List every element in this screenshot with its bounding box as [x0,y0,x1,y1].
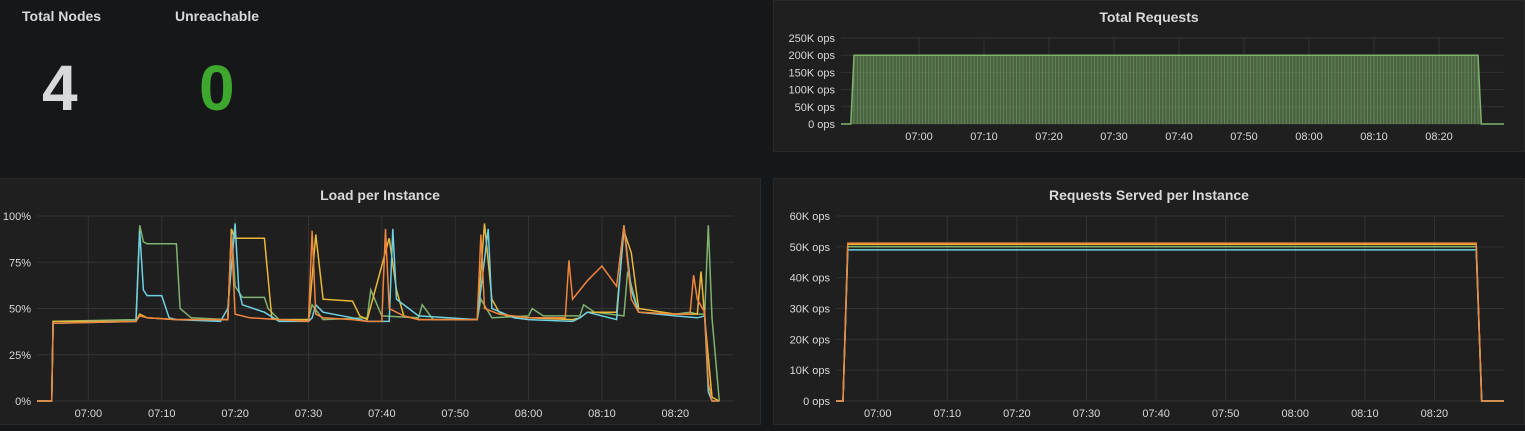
y-tick-label: 75% [9,257,31,269]
y-tick-label: 0% [15,396,31,408]
x-tick-label: 07:40 [368,408,396,420]
y-tick-label: 0 ops [808,119,835,131]
x-tick-label: 07:10 [970,131,998,143]
x-tick-label: 08:00 [1281,408,1309,420]
x-tick-label: 07:50 [441,408,469,420]
y-tick-label: 150K ops [789,67,836,79]
x-tick-label: 07:50 [1230,131,1258,143]
series-line-0 [841,54,1504,125]
x-tick-label: 07:20 [1003,408,1031,420]
x-tick-label: 07:20 [221,408,249,420]
chart-total-requests: 0 ops 50K ops 100K ops 150K ops 200K ops 250K… [789,33,1504,143]
x-tick-label: 08:20 [1421,408,1449,420]
y-tick-label: 25% [9,350,31,362]
series-line-2 [37,223,720,402]
y-tick-label: 200K ops [789,50,836,62]
series-line-3 [836,242,1504,402]
y-tick-label: 50K ops [795,102,836,114]
stat-value-total-nodes: 4 [42,52,78,124]
y-tick-label: 250K ops [789,33,836,45]
y-tick-label: 20K ops [790,334,831,346]
series-line-3 [37,225,720,402]
chart-load-per-instance: 0% 25% 50% 75% 100% 07:00 07:10 07:20 07:30 07:40… [3,211,734,420]
chart-requests-served: 0 ops 10K ops 20K ops 30K ops 40K ops 50K ops… [790,211,1504,420]
y-tick-label: 0 ops [803,396,830,408]
x-tick-label: 07:10 [934,408,962,420]
y-tick-label: 50% [9,304,31,316]
x-tick-label: 08:20 [662,408,690,420]
x-tick-label: 08:00 [515,408,543,420]
y-tick-label: 10K ops [790,365,831,377]
x-tick-label: 07:00 [864,408,892,420]
x-tick-label: 07:40 [1165,131,1193,143]
x-tick-label: 07:00 [75,408,103,420]
panel-load-per-instance[interactable]: Load per Instance 0% 25% 50% 75% 100% 07:00 07… [0,178,761,425]
x-tick-label: 07:50 [1212,408,1240,420]
x-tick-label: 07:30 [1100,131,1128,143]
y-tick-label: 100K ops [789,85,836,97]
x-tick-label: 07:40 [1142,408,1170,420]
panel-total-requests[interactable]: Total Requests 0 ops 50K ops 100K ops 150K … [773,0,1525,152]
y-tick-label: 100% [3,211,31,223]
x-tick-label: 08:20 [1425,131,1453,143]
y-tick-label: 60K ops [790,211,831,223]
x-tick-label: 07:20 [1035,131,1063,143]
panel-title[interactable]: Requests Served per Instance [1049,187,1249,203]
series-line-1 [836,243,1504,402]
y-tick-label: 30K ops [790,304,831,316]
x-tick-label: 08:10 [1360,131,1388,143]
x-tick-label: 07:30 [1073,408,1101,420]
panel-requests-served[interactable]: Requests Served per Instance 0 ops 10K op… [773,178,1525,425]
series-line-2 [836,249,1504,402]
y-tick-label: 50K ops [790,242,831,254]
stat-panel-total-nodes: Total Nodes 4 [0,0,150,170]
y-tick-label: 40K ops [790,273,831,285]
series-line-0 [836,246,1504,402]
series-bars [853,55,1479,124]
x-tick-label: 08:10 [588,408,616,420]
stat-panel-unreachable: Unreachable 0 [150,0,300,170]
panel-title[interactable]: Total Requests [1099,9,1199,25]
x-tick-label: 07:30 [295,408,323,420]
x-tick-label: 07:00 [905,131,933,143]
stat-title: Unreachable [175,8,260,24]
panel-title[interactable]: Load per Instance [320,187,440,203]
x-tick-label: 07:10 [148,408,176,420]
stat-title: Total Nodes [22,8,102,24]
stat-value-unreachable: 0 [199,52,235,124]
x-tick-label: 08:00 [1295,131,1323,143]
x-tick-label: 08:10 [1351,408,1379,420]
